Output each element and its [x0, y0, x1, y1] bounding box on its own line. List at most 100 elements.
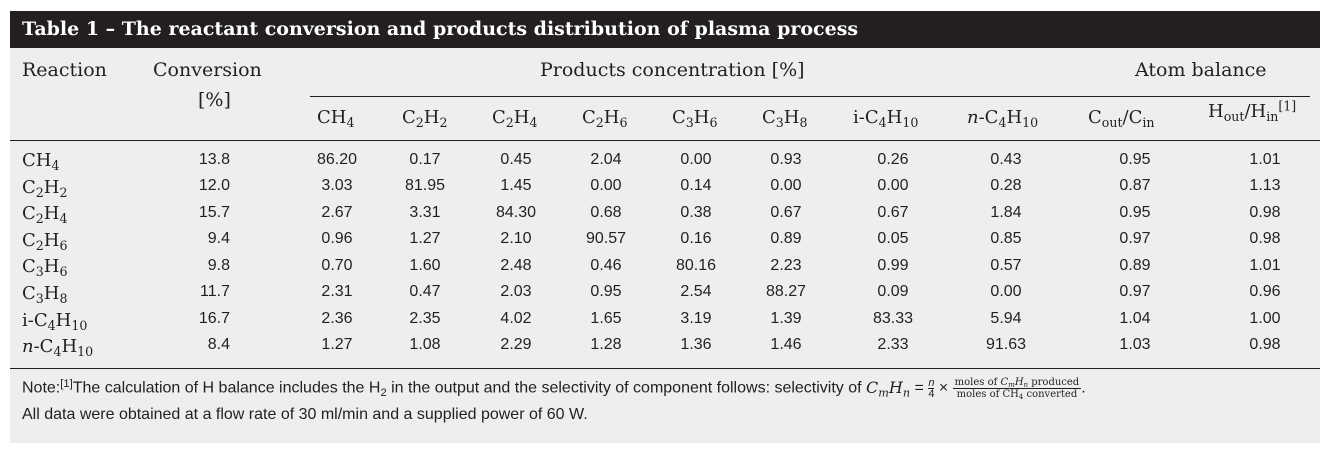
table-cell: 0.93 — [770, 151, 802, 168]
table-cell: 2.04 — [590, 151, 622, 168]
table-note-line2: All data were obtained at a flow rate of… — [22, 406, 588, 423]
table-panel: Table 1 – The reactant conversion and pr… — [10, 11, 1320, 443]
table-cell: 0.85 — [990, 230, 1022, 247]
table-cell: 0.09 — [877, 283, 909, 300]
conversion-cell: 9.8 — [207, 257, 230, 274]
table-cell: 0.46 — [590, 257, 622, 274]
col-ch4: CH4 — [317, 107, 355, 130]
table-cell: 2.33 — [877, 336, 909, 353]
table-cell: 0.38 — [680, 204, 712, 221]
table-bottom-rule — [10, 368, 1320, 369]
table-cell: 84.30 — [495, 204, 537, 221]
header-products-concentration: Products concentration [%] — [540, 59, 805, 81]
table-cell: 1.01 — [1249, 257, 1281, 274]
row-label: C2H6 — [22, 230, 68, 253]
row-label: C2H4 — [22, 203, 68, 226]
row-label: CH4 — [22, 150, 60, 173]
table-cell: 2.48 — [500, 257, 532, 274]
table-cell: 0.98 — [1249, 230, 1281, 247]
table-cell: 3.03 — [321, 177, 353, 194]
table-cell: 2.31 — [321, 283, 353, 300]
table-cell: 2.36 — [321, 310, 353, 327]
table-cell: 81.95 — [404, 177, 446, 194]
table-cell: 0.00 — [770, 177, 802, 194]
row-label: i-C4H10 — [22, 310, 88, 333]
table-cell: 0.96 — [1249, 283, 1281, 300]
table-cell: 0.98 — [1249, 204, 1281, 221]
table-cell: 0.45 — [500, 151, 532, 168]
table-cell: 0.47 — [409, 283, 441, 300]
table-cell: 0.95 — [590, 283, 622, 300]
header-atom-balance: Atom balance — [1135, 59, 1267, 81]
table-cell: 1.36 — [680, 336, 712, 353]
table-cell: 0.26 — [877, 151, 909, 168]
header-conversion: Conversion — [153, 59, 262, 81]
table-cell: 0.87 — [1119, 177, 1151, 194]
table-cell: 88.27 — [765, 283, 807, 300]
table-cell: 2.23 — [770, 257, 802, 274]
conversion-cell: 16.7 — [198, 310, 230, 327]
table-cell: 1.13 — [1249, 177, 1281, 194]
table-note-line1: Note:[1]The calculation of H balance inc… — [22, 377, 1086, 402]
col-i-c4h10: i-C4H10 — [853, 107, 919, 130]
table-cell: 1.03 — [1119, 336, 1151, 353]
table-cell: 1.28 — [590, 336, 622, 353]
col-n-c4h10: n-C4H10 — [967, 107, 1039, 130]
table-cell: 0.70 — [321, 257, 353, 274]
table-cell: 1.46 — [770, 336, 802, 353]
table-cell: 0.57 — [990, 257, 1022, 274]
table-cell: 4.02 — [500, 310, 532, 327]
header-bottom-rule — [10, 140, 1320, 141]
conversion-cell: 12.0 — [198, 177, 230, 194]
table-cell: 2.10 — [500, 230, 532, 247]
table-cell: 5.94 — [990, 310, 1022, 327]
table-cell: 1.39 — [770, 310, 802, 327]
table-cell: 1.27 — [409, 230, 441, 247]
conversion-cell: 11.7 — [200, 283, 230, 300]
row-label: n-C4H10 — [22, 336, 94, 359]
conversion-cell: 8.4 — [207, 336, 230, 353]
table-cell: 3.31 — [409, 204, 441, 221]
table-cell: 0.28 — [990, 177, 1022, 194]
table-cell: 0.96 — [321, 230, 353, 247]
table-cell: 0.89 — [770, 230, 802, 247]
table-cell: 0.43 — [990, 151, 1022, 168]
table-cell: 2.03 — [500, 283, 532, 300]
table-cell: 91.63 — [985, 336, 1027, 353]
table-cell: 1.00 — [1249, 310, 1281, 327]
table-cell: 0.67 — [877, 204, 909, 221]
row-label: C3H6 — [22, 256, 68, 279]
table-cell: 0.97 — [1119, 283, 1151, 300]
table-cell: 0.14 — [680, 177, 712, 194]
col-hout-hin: Hout/Hin[1] — [1208, 98, 1297, 124]
table-cell: 1.65 — [590, 310, 622, 327]
table-cell: 0.67 — [770, 204, 802, 221]
table-cell: 0.16 — [680, 230, 712, 247]
table-cell: 2.29 — [500, 336, 532, 353]
table-cell: 0.05 — [877, 230, 909, 247]
row-label: C3H8 — [22, 283, 68, 306]
table-cell: 1.04 — [1119, 310, 1151, 327]
table-cell: 1.60 — [409, 257, 441, 274]
table-cell: 0.95 — [1119, 151, 1151, 168]
table-cell: 0.00 — [877, 177, 909, 194]
table-cell: 0.97 — [1119, 230, 1151, 247]
table-cell: 0.17 — [409, 151, 441, 168]
table-cell: 0.00 — [990, 283, 1022, 300]
table-cell: 0.95 — [1119, 204, 1151, 221]
table-title: Table 1 – The reactant conversion and pr… — [10, 11, 1320, 48]
table-cell: 0.98 — [1249, 336, 1281, 353]
table-cell: 1.84 — [990, 204, 1022, 221]
col-c2h6: C2H6 — [582, 107, 628, 130]
table-cell: 0.99 — [877, 257, 909, 274]
row-label: C2H2 — [22, 177, 68, 200]
header-reaction: Reaction — [22, 59, 107, 81]
table-cell: 83.33 — [872, 310, 914, 327]
col-c3h6: C3H6 — [672, 107, 718, 130]
table-cell: 1.08 — [409, 336, 441, 353]
table-cell: 86.20 — [316, 151, 358, 168]
table-cell: 0.89 — [1119, 257, 1151, 274]
conversion-cell: 15.7 — [198, 204, 230, 221]
col-c2h2: C2H2 — [402, 107, 448, 130]
col-cout-cin: Cout/Cin — [1088, 107, 1155, 130]
